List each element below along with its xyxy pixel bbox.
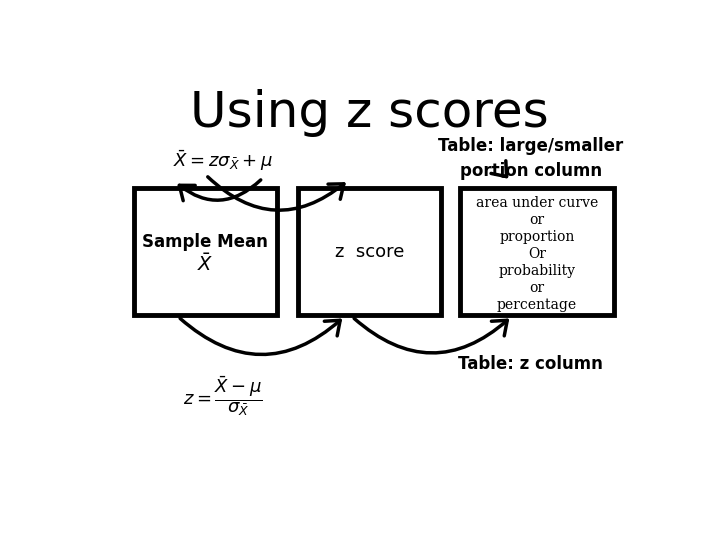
Text: proportion: proportion	[499, 230, 575, 244]
Text: $\bar{X} = z\sigma_{\bar{X}} + \mu$: $\bar{X} = z\sigma_{\bar{X}} + \mu$	[173, 148, 273, 173]
Bar	[460, 188, 614, 315]
Text: Table: z column: Table: z column	[458, 355, 603, 373]
FancyArrowPatch shape	[208, 177, 344, 210]
Text: $\bar{X}$: $\bar{X}$	[197, 253, 214, 275]
Bar	[298, 188, 441, 315]
Text: area under curve: area under curve	[476, 197, 598, 211]
Bar	[134, 188, 276, 315]
Text: percentage: percentage	[497, 298, 577, 312]
Text: $z = \dfrac{\bar{X} - \mu}{\sigma_{\bar{X}}}$: $z = \dfrac{\bar{X} - \mu}{\sigma_{\bar{…	[183, 374, 262, 417]
Text: Or: Or	[528, 247, 546, 261]
Text: or: or	[529, 281, 544, 295]
Text: probability: probability	[498, 264, 575, 278]
Text: Sample Mean: Sample Mean	[143, 233, 269, 251]
FancyArrowPatch shape	[180, 319, 340, 354]
Text: z  score: z score	[335, 242, 404, 260]
FancyArrowPatch shape	[354, 319, 508, 353]
FancyArrowPatch shape	[491, 161, 507, 177]
Text: Using z scores: Using z scores	[189, 90, 549, 138]
Text: or: or	[529, 213, 544, 227]
Text: Table: large/smaller
portion column: Table: large/smaller portion column	[438, 137, 624, 180]
FancyArrowPatch shape	[179, 180, 261, 201]
